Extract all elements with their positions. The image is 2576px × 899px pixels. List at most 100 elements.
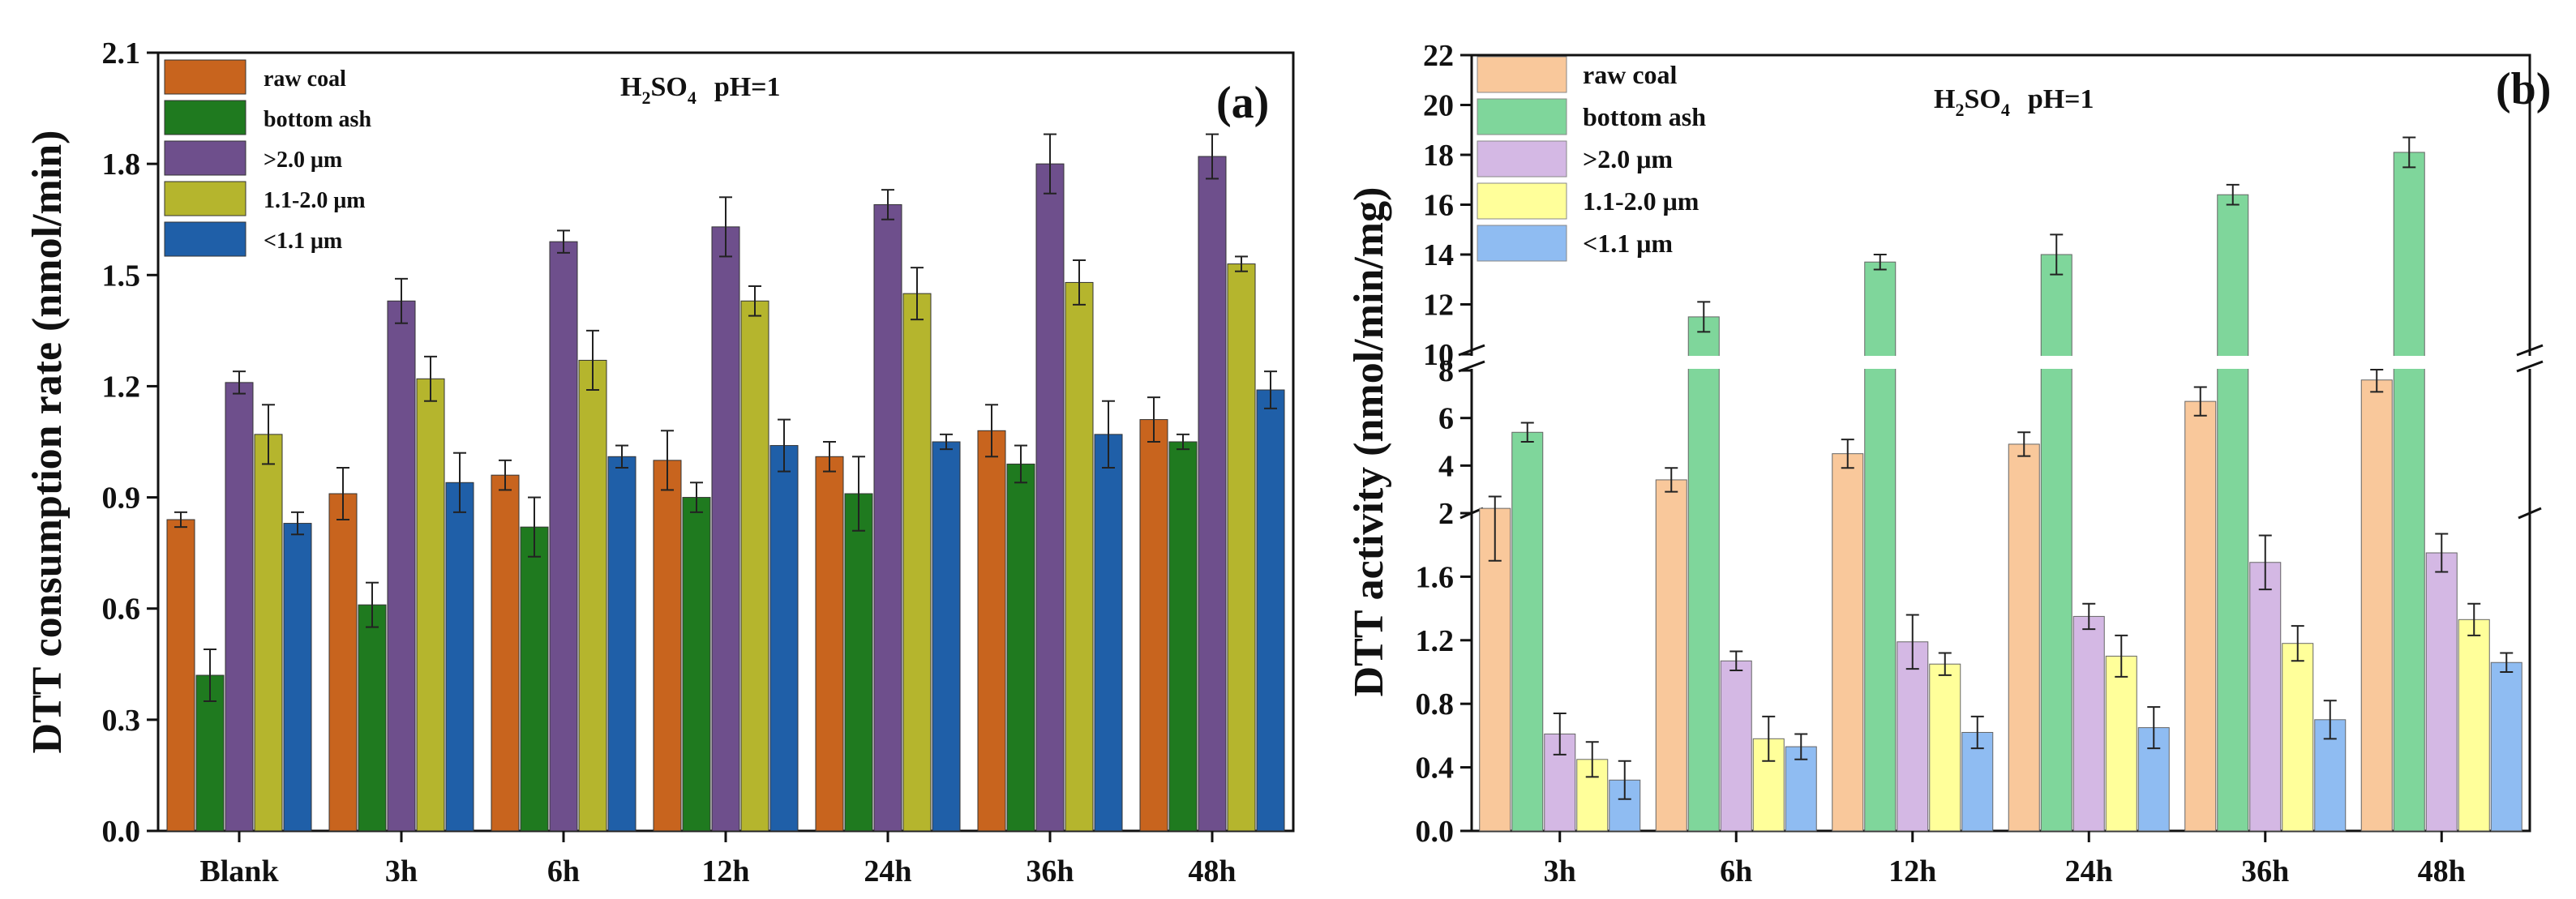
panel-a-annotation: H2SO4 pH=1 (620, 72, 781, 108)
bar-gt-2-0-um-12h (1897, 641, 1929, 832)
panel-a-chart: 0.0 0.3 0.6 0.9 1.2 1.5 1.8 2.1 Blank 3h 6h 12h 24h… (24, 36, 1295, 888)
bar-bottom-ash-24h (844, 493, 873, 832)
bar-lt-1-1-um-12h (769, 445, 799, 832)
y-tick-label: 1.5 (102, 259, 141, 293)
bar-bottom-ash-3h (358, 604, 387, 832)
legend-label-lt-1-1-um: <1.1 μm (264, 229, 342, 254)
bar-bottom-ash-48h (2393, 152, 2425, 832)
y-tick-label: 12 (1423, 289, 1454, 323)
bar-bottom-ash-3h (1511, 431, 1544, 832)
legend-label-1-1-2-0-um: 1.1-2.0 μm (264, 188, 366, 213)
bar-break-gap (2216, 356, 2249, 369)
ann-ph: pH=1 (2028, 84, 2094, 114)
y-tick-label: 16 (1423, 189, 1454, 223)
legend-label-gt-2-0-um: >2.0 μm (264, 148, 342, 173)
bar-1-1-2-0-um-6h (578, 359, 607, 832)
ann-so: SO (1964, 84, 2000, 114)
legend-swatch-lt-1-1-um (164, 221, 246, 257)
x-tick-label: 3h (385, 854, 418, 888)
bar-bottom-ash-36h (1006, 463, 1035, 832)
panel-b-legend: raw coal bottom ash >2.0 μm 1.1-2.0 μm <1.1 … (1477, 56, 1706, 262)
y-tick-label: 4 (1438, 449, 1454, 483)
ann-sub-4: 4 (2001, 100, 2010, 120)
axis-break-gap-left (1455, 356, 1488, 369)
bar-bottom-ash-24h (2040, 254, 2072, 832)
bar-raw-coal-12h (653, 460, 682, 832)
bar-lt-1-1-um-48h (2490, 661, 2522, 832)
x-tick-label: 48h (1188, 854, 1236, 888)
bar-raw-coal-6h (491, 474, 520, 832)
legend-label-1-1-2-0-um: 1.1-2.0 μm (1583, 186, 1699, 216)
bar-break-gap (1863, 356, 1897, 369)
y-tick-label: 10 (1423, 338, 1454, 372)
bar-gt-2-0-um-3h (387, 300, 416, 832)
legend-swatch-1-1-2-0-um (1477, 182, 1567, 220)
ann-sub-2: 2 (1955, 100, 1964, 120)
bar-lt-1-1-um-24h (932, 441, 961, 832)
bar-gt-2-0-um-12h (711, 226, 740, 832)
x-tick-label: Blank (199, 854, 279, 888)
ann-ph: pH=1 (714, 72, 781, 102)
bar-raw-coal-36h (977, 430, 1006, 832)
panel-b-chart: 0.0 0.4 0.8 1.2 1.6 2 4 6 810 12 14 16 18 20 22 3h 6h 12… (1346, 39, 2551, 888)
legend-label-lt-1-1-um: <1.1 μm (1583, 229, 1673, 258)
panel-b-annotation: H2SO4 pH=1 (1934, 84, 2094, 120)
bar-lt-1-1-um-36h (1094, 434, 1123, 832)
panel-b-plot-frame (1470, 54, 2531, 833)
bar-break-gap (1687, 356, 1721, 369)
y-tick-label: 14 (1423, 238, 1454, 272)
legend-swatch-gt-2-0-um (164, 140, 246, 176)
y-tick-label: 2 (1438, 497, 1454, 531)
axis-break-mark (2516, 360, 2544, 373)
axis-break-mark (2516, 344, 2544, 357)
bar-break-gap (2393, 356, 2426, 369)
bar-bottom-ash-12h (682, 497, 711, 832)
y-tick-label: 6 (1438, 402, 1454, 436)
ann-h: H (1934, 84, 1955, 114)
bar-raw-coal-3h (328, 493, 358, 832)
bar-raw-coal-blank (166, 519, 195, 832)
x-tick-label: 24h (2065, 854, 2113, 888)
legend-label-raw-coal: raw coal (264, 66, 346, 92)
ann-sub-4: 4 (688, 88, 697, 108)
bar-lt-1-1-um-48h (1256, 389, 1285, 832)
bar-1-1-2-0-um-48h (1227, 263, 1256, 832)
ann-sub-2: 2 (641, 88, 650, 108)
x-tick-label: 36h (2241, 854, 2289, 888)
y-tick-label: 1.2 (1416, 624, 1455, 658)
legend-swatch-lt-1-1-um (1477, 225, 1567, 262)
axis-break-mark (2518, 507, 2542, 520)
panel-a-ylabel: DTT consumption rate (nmol/min) (24, 131, 71, 754)
y-tick-label: 20 (1423, 89, 1454, 123)
panel-b-label: (b) (2496, 64, 2551, 114)
y-tick-label: 22 (1423, 39, 1454, 73)
legend-label-raw-coal: raw coal (1583, 60, 1678, 89)
x-tick-label: 6h (1720, 854, 1752, 888)
bar-1-1-2-0-um-12h (1929, 663, 1961, 832)
bar-lt-1-1-um-3h (445, 482, 474, 832)
bar-bottom-ash-12h (1864, 261, 1897, 832)
bar-gt-2-0-um-6h (549, 241, 578, 832)
bar-gt-2-0-um-24h (2072, 615, 2105, 832)
x-tick-label: 12h (1888, 854, 1936, 888)
axis-break-gap-right (2514, 356, 2546, 369)
legend-swatch-gt-2-0-um (1477, 140, 1567, 178)
y-tick-label: 0.0 (102, 815, 141, 849)
legend-label-bottom-ash: bottom ash (264, 107, 371, 132)
ann-so: SO (650, 72, 687, 102)
bar-lt-1-1-um-6h (1785, 746, 1817, 832)
y-tick-label: 0.6 (102, 593, 141, 627)
legend-swatch-bottom-ash (1477, 98, 1567, 135)
legend-swatch-raw-coal (164, 59, 246, 95)
legend-swatch-1-1-2-0-um (164, 181, 246, 216)
bar-raw-coal-24h (815, 456, 844, 832)
legend-label-gt-2-0-um: >2.0 μm (1583, 144, 1673, 173)
y-tick-label: 0.9 (102, 482, 141, 516)
bar-bottom-ash-6h (520, 526, 549, 832)
bar-raw-coal-12h (1832, 453, 1864, 832)
bar-gt-2-0-um-24h (873, 203, 902, 832)
y-tick-label: 0.3 (102, 704, 141, 738)
y-tick-label: 18 (1423, 139, 1454, 173)
bar-1-1-2-0-um-36h (1065, 281, 1094, 832)
x-tick-label: 3h (1544, 854, 1576, 888)
